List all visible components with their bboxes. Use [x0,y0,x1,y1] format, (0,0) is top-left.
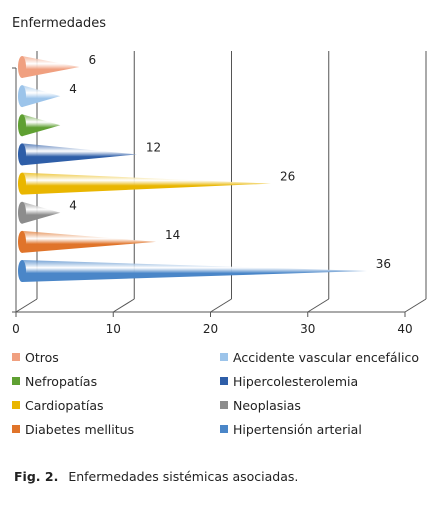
chart-title: Enfermedades [12,16,106,31]
cone-bar [22,172,271,195]
grid-floor-line [15,298,38,313]
x-tick-label: 20 [203,322,218,336]
legend-label: Hipercolesterolemia [233,374,359,389]
legend-swatch [12,353,20,361]
legend-label: Cardiopatías [25,398,104,413]
cone-bar [22,56,80,78]
cone-bar [22,230,157,253]
x-tick-label: 10 [106,322,121,336]
x-tick-label: 40 [397,322,412,336]
legend-item: Hipertensión arterial [220,422,362,438]
grid-floor-line [112,298,135,313]
cone-base [18,201,26,224]
legend-label: Neoplasias [233,398,301,413]
legend-label: Accidente vascular encefálico [233,350,419,365]
x-tick-label: 0 [12,322,20,336]
cone-bar [22,260,367,282]
figure-caption: Fig. 2. Enfermedades sistémicas asociada… [14,469,298,484]
cone-base [18,172,26,195]
cone-bar [22,143,137,166]
x-tick-label: 30 [300,322,315,336]
grid-floor-line [210,298,232,313]
legend-item: Otros [12,350,59,366]
legend-item: Hipercolesterolemia [220,374,358,390]
data-label: 12 [146,140,161,154]
legend-swatch [220,401,228,409]
legend-item: Accidente vascular encefálico [220,350,419,366]
cone-base [18,114,26,137]
legend-swatch [220,425,228,433]
legend-swatch [220,377,228,385]
legend-item: Neoplasias [220,398,301,414]
cone-base [18,230,26,253]
cone-base [18,85,26,108]
cone-base [18,56,26,78]
cone-bar [22,114,61,137]
cone-bar [22,201,61,224]
cone-base [18,143,26,166]
data-label: 4 [69,82,77,96]
caption-text: Enfermedades sistémicas asociadas. [68,469,299,484]
legend-swatch [12,425,20,433]
legend: Otros Accidente vascular encefálico Nefrop… [12,346,432,446]
grid-floor-line [307,298,330,313]
legend-swatch [12,401,20,409]
data-label: 4 [69,199,77,213]
caption-label: Fig. 2. [14,469,59,484]
data-label: 36 [376,257,391,271]
data-label: 14 [165,228,180,242]
legend-label: Hipertensión arterial [233,422,362,437]
legend-label: Diabetes mellitus [25,422,135,437]
cone-base [18,260,26,282]
chart: Enfermedades 0 10 20 30 40 36 14 4 26 12 4 6 [12,16,427,336]
legend-label: Nefropatías [25,374,98,389]
data-label: 6 [88,53,96,67]
legend-item: Nefropatías [12,374,97,390]
data-label: 26 [280,170,295,184]
legend-item: Cardiopatías [12,398,104,414]
legend-swatch [12,377,20,385]
grid-floor-line [404,298,427,313]
cone-bar [22,85,61,108]
legend-label: Otros [25,350,59,365]
legend-swatch [220,353,228,361]
legend-item: Diabetes mellitus [12,422,134,438]
